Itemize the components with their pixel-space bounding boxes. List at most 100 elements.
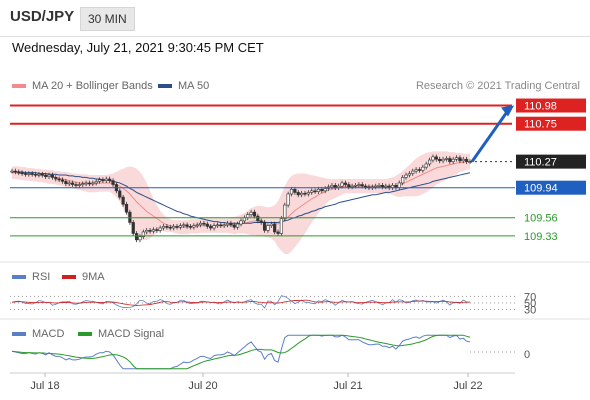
candle-body xyxy=(178,225,182,228)
candle-body xyxy=(225,222,230,226)
candle-body xyxy=(71,182,75,185)
candle-body xyxy=(438,158,442,162)
candle-body xyxy=(60,179,65,182)
candle-body xyxy=(407,173,411,176)
level-label-109-56: 109.56 xyxy=(524,213,558,225)
candle-body xyxy=(401,177,405,184)
timeframe-button[interactable]: 30 MIN xyxy=(80,7,135,31)
x-tick-label-0: Jul 18 xyxy=(30,380,59,392)
level-tag-110-27 xyxy=(516,154,586,169)
candle-body xyxy=(458,157,462,162)
macd-signal-line xyxy=(11,334,471,370)
candle-body xyxy=(23,173,28,175)
candle-body xyxy=(138,236,142,241)
candle-body xyxy=(33,173,38,176)
candle-body xyxy=(269,223,273,226)
candle-body xyxy=(347,184,351,188)
rsi-ma-line xyxy=(11,299,471,306)
legend-ma20-label: MA 20 + Bollinger Bands xyxy=(32,80,153,92)
candle-body xyxy=(384,185,388,188)
candle-body xyxy=(273,223,277,233)
candle-body xyxy=(161,226,166,229)
candle-body xyxy=(236,223,240,228)
legend-rsi: RSI xyxy=(12,271,50,283)
candle-body xyxy=(451,158,455,162)
candle-body xyxy=(256,215,260,222)
candle-body xyxy=(431,156,435,161)
legend-macd-signal: MACD Signal xyxy=(78,328,164,340)
ma20-swatch xyxy=(12,84,26,88)
candle-body xyxy=(232,224,236,228)
candle-body xyxy=(229,222,233,226)
candle-body xyxy=(343,182,347,185)
candle-body xyxy=(441,158,445,162)
forecast-arrow xyxy=(470,109,510,163)
candle-body xyxy=(350,185,354,188)
candle-body xyxy=(293,188,297,193)
candle-body xyxy=(377,185,381,187)
candle-body xyxy=(172,226,176,229)
candle-body xyxy=(364,185,368,188)
candle-body xyxy=(27,173,31,175)
level-label-110-27: 110.27 xyxy=(524,157,557,169)
candle-body xyxy=(185,224,189,227)
candle-body xyxy=(135,233,139,241)
candle-body xyxy=(380,185,385,188)
candle-body xyxy=(289,188,294,195)
candle-body xyxy=(353,185,358,187)
candle-body xyxy=(148,230,152,232)
candle-body xyxy=(222,224,226,227)
rsi-label-30: 30 xyxy=(524,305,536,317)
candle-body xyxy=(417,169,422,171)
rsi-label-70: 70 xyxy=(524,291,536,303)
candle-body xyxy=(84,182,88,185)
candle-body xyxy=(310,190,314,193)
candle-body xyxy=(397,182,401,188)
candle-body xyxy=(374,185,378,188)
macd-zero-label: 0 xyxy=(524,349,530,361)
candle-body xyxy=(74,184,78,186)
legend-macd: MACD xyxy=(12,328,64,340)
candle-body xyxy=(323,188,327,192)
candle-body xyxy=(444,158,449,160)
candle-body xyxy=(155,229,159,231)
candle-body xyxy=(13,170,17,173)
candle-body xyxy=(202,222,206,225)
candle-body xyxy=(182,224,186,227)
symbol-label: USD/JPY xyxy=(10,8,75,25)
candle-body xyxy=(20,172,24,174)
x-tick-label-1: Jul 20 xyxy=(188,380,217,392)
candles xyxy=(10,154,472,243)
candle-body xyxy=(330,185,334,188)
candle-body xyxy=(461,158,465,162)
candle-body xyxy=(357,184,361,186)
rsi-label-50: 50 xyxy=(524,298,536,310)
level-label-109-33: 109.33 xyxy=(524,231,558,243)
candle-body xyxy=(57,178,61,181)
candle-body xyxy=(313,190,317,193)
candle-body xyxy=(219,224,223,227)
candle-body xyxy=(91,182,95,185)
rsi-swatch xyxy=(12,275,26,279)
candle-body xyxy=(37,173,41,176)
candle-body xyxy=(97,179,102,182)
candle-body xyxy=(111,180,115,185)
level-label-109-94: 109.94 xyxy=(524,183,558,195)
candle-body xyxy=(47,174,51,177)
legend-ma20: MA 20 + Bollinger Bands xyxy=(12,80,153,92)
candle-body xyxy=(141,231,145,237)
level-tag-110-98 xyxy=(516,98,586,113)
candle-body xyxy=(252,211,257,217)
candle-body xyxy=(121,196,125,205)
legend-macd-label: MACD xyxy=(32,328,65,340)
candle-body xyxy=(279,218,284,234)
candle-body xyxy=(101,179,105,182)
level-label-110-98: 110.98 xyxy=(524,101,557,113)
candle-body xyxy=(54,177,58,180)
candle-body xyxy=(316,188,321,192)
candle-body xyxy=(276,231,280,234)
candle-body xyxy=(286,193,290,206)
legend-rsi-ma-label: 9MA xyxy=(82,271,105,283)
legend-ma50-label: MA 50 xyxy=(178,80,210,92)
